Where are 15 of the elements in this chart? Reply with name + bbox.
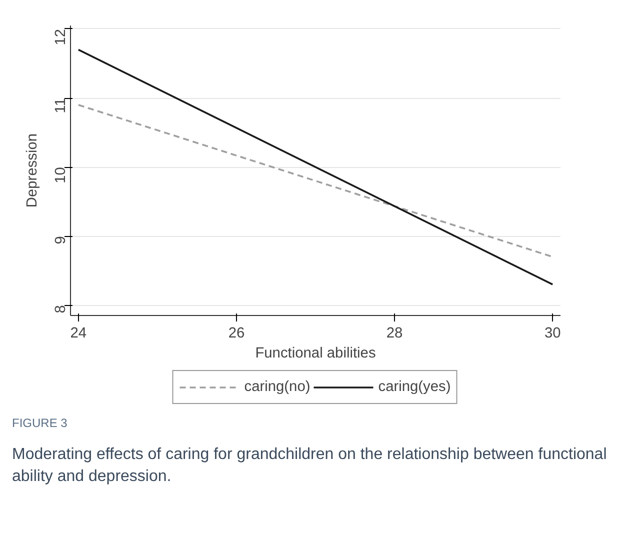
y-tick-label: 10 — [53, 167, 69, 184]
x-tick-label: 26 — [228, 326, 245, 342]
legend-label: caring(no) — [244, 379, 310, 395]
y-tick-label: 12 — [53, 28, 69, 46]
y-tick-label: 11 — [53, 98, 69, 114]
x-axis-title: Functional abilities — [255, 346, 376, 362]
x-tick-label: 28 — [386, 326, 403, 342]
y-tick-label: 9 — [53, 236, 69, 244]
legend-label: caring(yes) — [378, 379, 451, 395]
text: Moderating effects of caring for grandchildren on the relationship between functional ability and depression. — [12, 445, 608, 487]
caption: FIGURE 3 — [12, 415, 68, 432]
x-tick-label: 30 — [544, 326, 561, 342]
y-axis-title: Depression — [24, 133, 40, 208]
y-tick-label: 8 — [53, 305, 69, 314]
x-tick-label: 24 — [70, 326, 87, 342]
